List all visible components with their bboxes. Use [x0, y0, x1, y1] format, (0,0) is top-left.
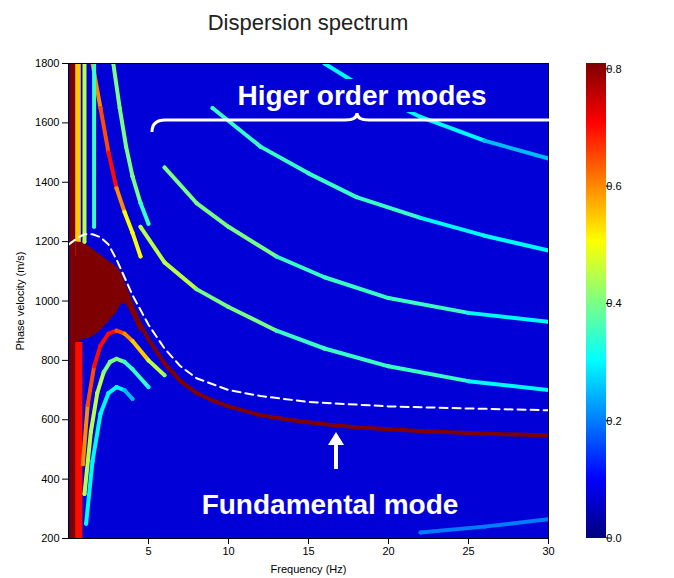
svg-text:800: 800: [41, 354, 59, 366]
svg-text:5: 5: [145, 545, 151, 557]
svg-text:0.4: 0.4: [606, 297, 621, 309]
svg-text:0.2: 0.2: [606, 415, 621, 427]
svg-text:1400: 1400: [35, 176, 59, 188]
svg-text:10: 10: [222, 545, 234, 557]
svg-text:1800: 1800: [35, 57, 59, 69]
svg-text:Fundamental mode: Fundamental mode: [202, 489, 459, 520]
svg-text:600: 600: [41, 413, 59, 425]
svg-text:0.0: 0.0: [606, 532, 621, 544]
svg-text:0.8: 0.8: [606, 63, 621, 75]
svg-text:1000: 1000: [35, 295, 59, 307]
svg-text:200: 200: [41, 532, 59, 544]
svg-text:0.6: 0.6: [606, 180, 621, 192]
svg-text:20: 20: [382, 545, 394, 557]
svg-text:30: 30: [542, 545, 554, 557]
svg-text:1200: 1200: [35, 235, 59, 247]
svg-text:Phase velocity (m/s): Phase velocity (m/s): [14, 251, 26, 350]
svg-text:400: 400: [41, 473, 59, 485]
svg-text:1600: 1600: [35, 116, 59, 128]
svg-text:15: 15: [302, 545, 314, 557]
svg-text:Frequency (Hz): Frequency (Hz): [271, 563, 347, 575]
svg-text:Higer order modes: Higer order modes: [238, 80, 487, 111]
html-text:Dispersion spectrum: Dispersion spectrum: [207, 10, 409, 35]
svg-text:25: 25: [462, 545, 474, 557]
